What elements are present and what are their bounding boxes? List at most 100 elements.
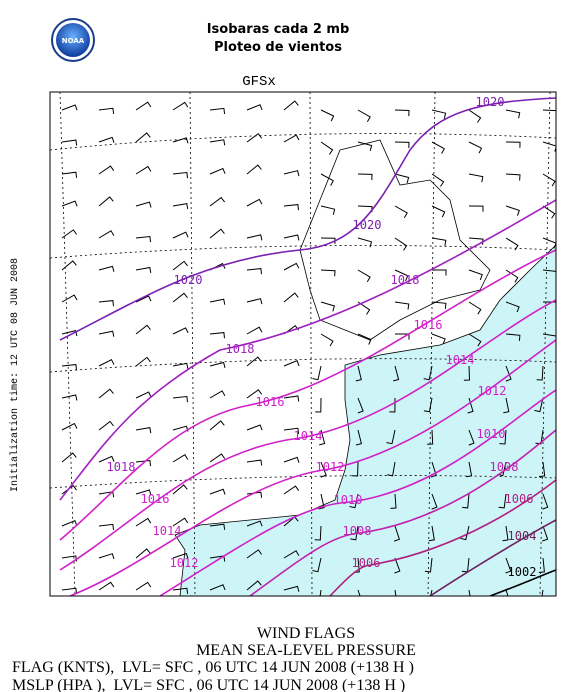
init-time: Initialization time: 12 UTC 08 JUN 2008 [9,258,21,492]
barb [505,301,520,313]
isobars [59,97,556,596]
barb [209,390,226,399]
barb [98,523,114,531]
barb [542,141,556,152]
barb [320,141,334,155]
barb [172,260,188,271]
barb [542,333,556,342]
barb [283,360,300,367]
barb [135,356,151,367]
barb [98,359,115,367]
wind-barbs [61,100,556,596]
barb [505,237,519,251]
barb [431,205,446,218]
isobar-label: 1016 [141,492,170,506]
barb [542,109,556,112]
isobar-label: 1020 [476,95,505,109]
barb [386,429,396,445]
barb [394,589,397,596]
footer-line: WIND FLAGS [257,625,355,642]
barb [283,427,300,434]
barb [539,461,546,478]
barb [135,427,152,434]
barb [314,525,322,541]
barb [355,365,362,382]
isobar-label: 1016 [256,395,285,409]
barb [468,589,471,596]
barb [315,397,322,413]
barb [499,429,507,445]
isobar-label: 1016 [414,318,443,332]
barb [394,173,410,184]
isobar-label: 1014 [446,353,475,367]
barb [462,493,470,509]
barb [394,269,409,282]
barb [246,298,263,305]
barb [319,429,326,446]
border [299,139,491,341]
barb [246,268,262,275]
barb [283,485,300,495]
barb [394,557,401,574]
isobar-label: 1020 [174,273,203,287]
barb [246,133,263,143]
footer-line: MEAN SEA-LEVEL PRESSURE [196,642,416,659]
barb [61,364,77,371]
barb [283,204,299,211]
barb [283,456,300,463]
barb [135,489,152,496]
barb [172,231,189,239]
barb [320,237,336,244]
barb [135,235,151,243]
barb [246,198,263,207]
barb [61,229,78,239]
barb [468,429,475,446]
barb [209,332,225,339]
footer-line: MSLP (HPA ), LVL= SFC , 06 UTC 14 JUN 20… [12,677,405,692]
barb [61,200,78,207]
barb [61,260,77,271]
isobar-label: 1018 [226,342,255,356]
barb [357,205,373,213]
barb [505,333,521,341]
barb [320,301,336,312]
barb [320,109,335,122]
barb [61,294,78,303]
map: 1020 1020 1020 1018 1018 1016 1016 1014 1014 1012… [50,92,556,596]
barb [209,420,225,431]
barb [394,141,410,149]
logo: NOAA [51,18,95,62]
barb [318,493,325,510]
barb [209,584,226,591]
barb [172,517,189,527]
barb [246,389,263,399]
barb [283,234,300,241]
title: Isobaras cada 2 mb [207,22,350,37]
barb [172,101,189,111]
barb [135,295,152,303]
barb [394,301,410,310]
barb [427,429,434,445]
barb [543,301,556,303]
barb [209,453,226,463]
barb [431,109,447,119]
barb [542,493,549,510]
isobar-label: 1006 [352,556,381,570]
barb [357,333,372,345]
barb [246,234,263,241]
barb [505,173,521,181]
barb [505,109,521,119]
barb [542,237,556,249]
barb [209,196,225,207]
barb [98,581,115,591]
barb [61,587,78,594]
barb [61,394,78,401]
barb [135,391,152,399]
barb [460,525,470,541]
barb [172,137,189,144]
barb [466,461,473,478]
barb [283,395,300,402]
barb [534,397,544,413]
barb [390,493,397,509]
barb [98,420,114,431]
